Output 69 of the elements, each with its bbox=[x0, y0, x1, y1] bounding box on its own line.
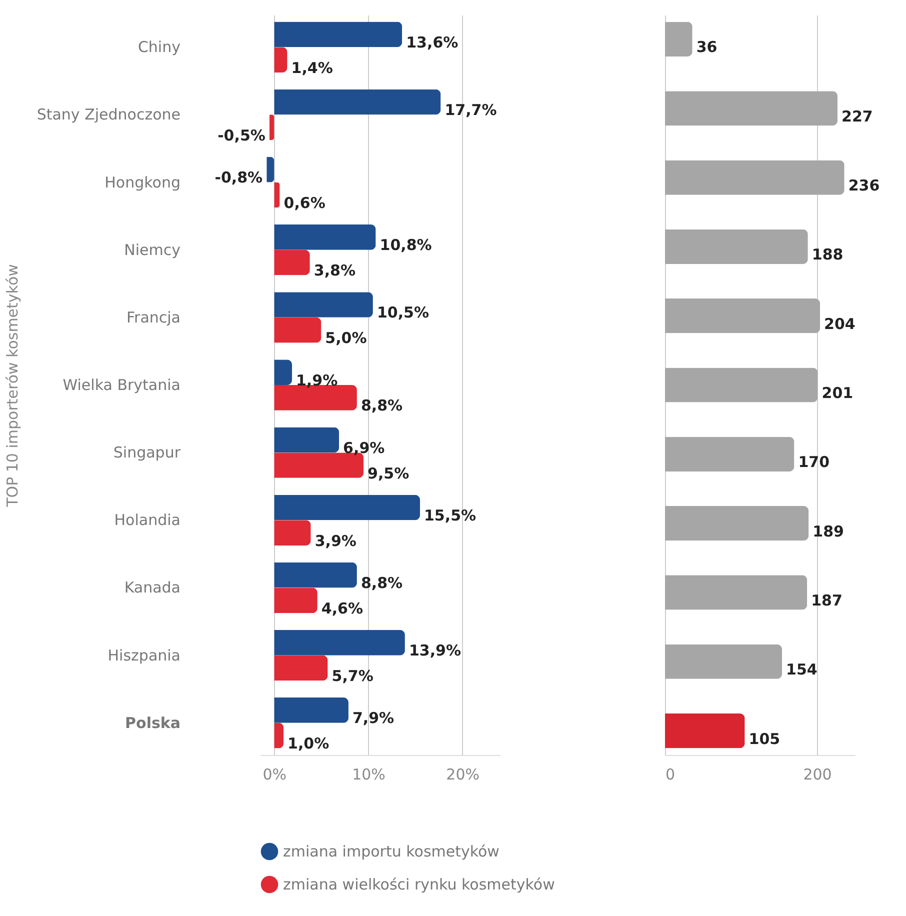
data-label: 13,6% bbox=[406, 33, 458, 52]
y-tick-label: Stany Zjednoczone bbox=[36, 106, 180, 124]
data-label: 187 bbox=[811, 591, 842, 610]
bar bbox=[274, 89, 441, 115]
y-tick-label: Francja bbox=[126, 308, 180, 326]
data-label: 0,6% bbox=[284, 194, 326, 212]
bar bbox=[274, 520, 311, 546]
data-label: 10,8% bbox=[380, 236, 432, 254]
bar bbox=[274, 317, 322, 343]
y-tick-label: Hiszpania bbox=[108, 646, 180, 664]
data-label: 3,8% bbox=[314, 262, 356, 280]
bar bbox=[274, 630, 405, 656]
data-label: -0,5% bbox=[218, 126, 266, 144]
legend-label: zmiana wielkości rynku kosmetyków bbox=[283, 876, 555, 894]
data-label: 1,4% bbox=[291, 58, 333, 77]
bar bbox=[274, 427, 340, 453]
bar bbox=[274, 655, 328, 681]
bar bbox=[274, 698, 348, 723]
data-label: 8,8% bbox=[360, 574, 403, 592]
y-tick-label: Kanada bbox=[124, 578, 180, 597]
data-label: -0,8% bbox=[214, 168, 263, 187]
data-label: 13,9% bbox=[408, 642, 461, 660]
data-label: 6,9% bbox=[343, 438, 385, 457]
data-label: 204 bbox=[824, 314, 856, 333]
bar bbox=[274, 360, 292, 385]
data-label: 170 bbox=[798, 453, 830, 472]
data-label: 236 bbox=[848, 176, 880, 195]
data-label: 105 bbox=[748, 730, 780, 748]
data-label: 227 bbox=[842, 107, 873, 126]
data-label: 5,7% bbox=[332, 666, 374, 685]
x-tick-label: 200 bbox=[803, 766, 832, 784]
x-tick-label: 20% bbox=[446, 766, 480, 784]
y-tick-label: Holandia bbox=[114, 511, 180, 530]
y-tick-label: Polska bbox=[125, 714, 180, 732]
data-label: 8,8% bbox=[360, 396, 403, 415]
y-tick-label: Niemcy bbox=[124, 240, 181, 259]
bar bbox=[274, 22, 402, 48]
y-tick-label: Hongkong bbox=[104, 173, 180, 192]
data-label: 154 bbox=[786, 660, 818, 679]
data-label: 188 bbox=[812, 246, 844, 264]
bar bbox=[274, 47, 288, 72]
y-tick-label: Wielka Brytania bbox=[62, 376, 180, 394]
data-label: 10,5% bbox=[376, 304, 429, 322]
data-label: 17,7% bbox=[444, 101, 497, 120]
data-label: 201 bbox=[822, 384, 854, 402]
bar bbox=[274, 224, 376, 250]
data-label: 5,0% bbox=[325, 329, 367, 348]
x-tick-label: 0% bbox=[262, 766, 287, 784]
legend-label: zmiana importu kosmetyków bbox=[283, 842, 500, 860]
y-axis-title: TOP 10 importerów kosmetyków bbox=[4, 264, 22, 508]
bar bbox=[274, 494, 420, 520]
y-tick-label: Chiny bbox=[138, 38, 181, 56]
bar bbox=[274, 588, 318, 614]
bar bbox=[274, 292, 373, 318]
data-label: 4,6% bbox=[321, 599, 364, 618]
y-tick-label: Singapur bbox=[113, 444, 182, 462]
bar bbox=[274, 250, 310, 276]
data-label: 7,9% bbox=[352, 709, 394, 728]
data-label: 1,9% bbox=[296, 371, 338, 390]
data-label: 3,9% bbox=[314, 532, 356, 550]
x-tick-label: 10% bbox=[352, 766, 386, 784]
bar bbox=[269, 114, 274, 140]
bar bbox=[274, 562, 357, 588]
data-label: 1,0% bbox=[288, 734, 330, 753]
data-label: 189 bbox=[812, 522, 844, 540]
x-tick-label: 0 bbox=[666, 766, 676, 784]
data-label: 36 bbox=[696, 38, 718, 56]
data-label: 9,5% bbox=[368, 464, 410, 482]
data-label: 15,5% bbox=[424, 506, 476, 524]
